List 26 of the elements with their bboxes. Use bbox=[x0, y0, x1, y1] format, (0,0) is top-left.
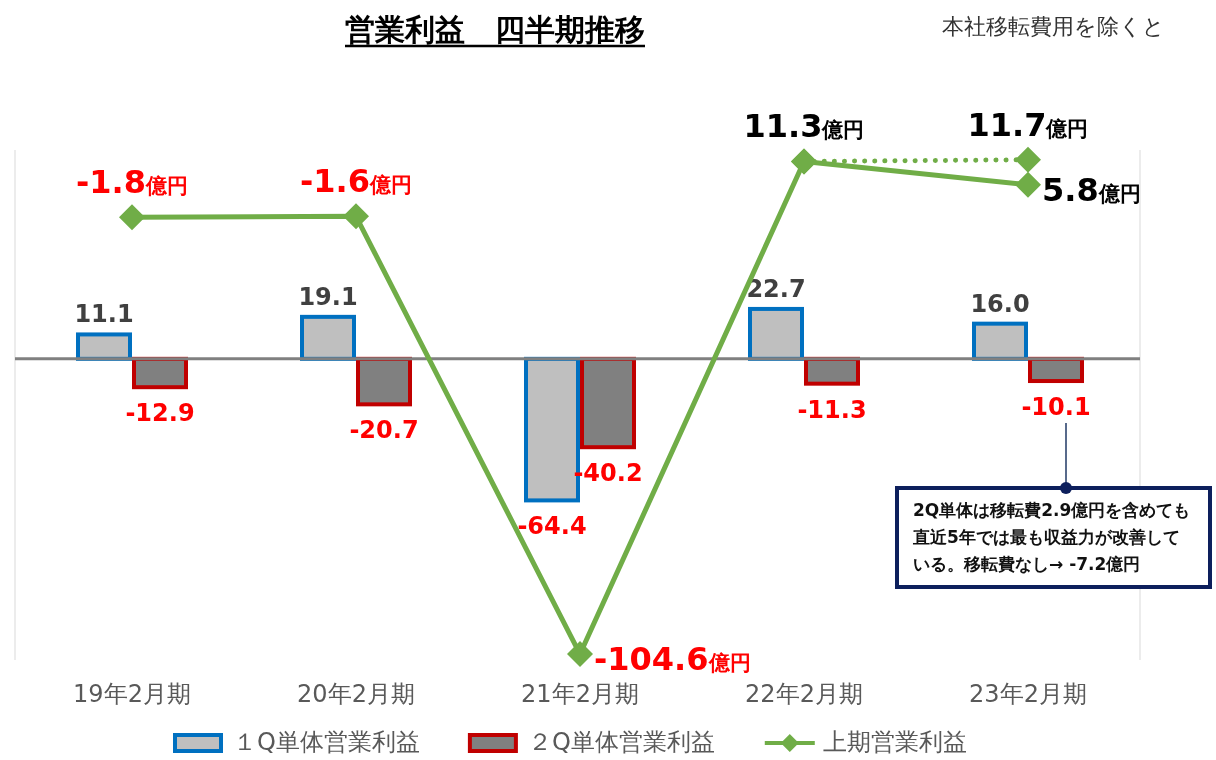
data-label: 5.8億円 bbox=[1042, 170, 1141, 209]
data-label: -64.4 bbox=[517, 512, 587, 541]
data-label: 16.0 bbox=[970, 289, 1030, 318]
data-label: -10.1 bbox=[1021, 393, 1091, 422]
x-tick-label: 19年2月期 bbox=[73, 680, 191, 708]
data-label: 11.7億円 bbox=[967, 105, 1089, 144]
data-label: 11.3億円 bbox=[743, 107, 865, 146]
data-label: -11.3 bbox=[797, 395, 867, 424]
text: 本社移転費用を除くと bbox=[942, 14, 1165, 39]
legend-label: １Q単体営業利益 bbox=[233, 728, 420, 756]
data-label: 19.1 bbox=[298, 282, 358, 311]
x-tick-label: 23年2月期 bbox=[969, 680, 1087, 708]
data-label: 11.1 bbox=[74, 300, 134, 329]
legend-label: 上期営業利益 bbox=[822, 728, 967, 756]
annotation: 2Q単体は移転費2.9億円を含めても直近5年では最も収益力が改善している。移転費なし→ -7.2億円 bbox=[912, 500, 1191, 574]
legend-label: ２Q単体営業利益 bbox=[527, 728, 715, 756]
x-tick-label: 21年2月期 bbox=[521, 680, 639, 708]
data-label: 22.7 bbox=[746, 274, 806, 303]
x-tick-label: 22年2月期 bbox=[745, 680, 863, 708]
data-label: -1.6億円 bbox=[300, 162, 412, 201]
data-label: -1.8億円 bbox=[76, 163, 188, 202]
data-label: -104.6億円 bbox=[594, 640, 751, 679]
title: 営業利益 四半期推移 bbox=[345, 12, 645, 48]
data-label: -12.9 bbox=[125, 399, 195, 428]
x-tick-label: 20年2月期 bbox=[297, 680, 415, 708]
data-label: -20.7 bbox=[349, 416, 419, 445]
